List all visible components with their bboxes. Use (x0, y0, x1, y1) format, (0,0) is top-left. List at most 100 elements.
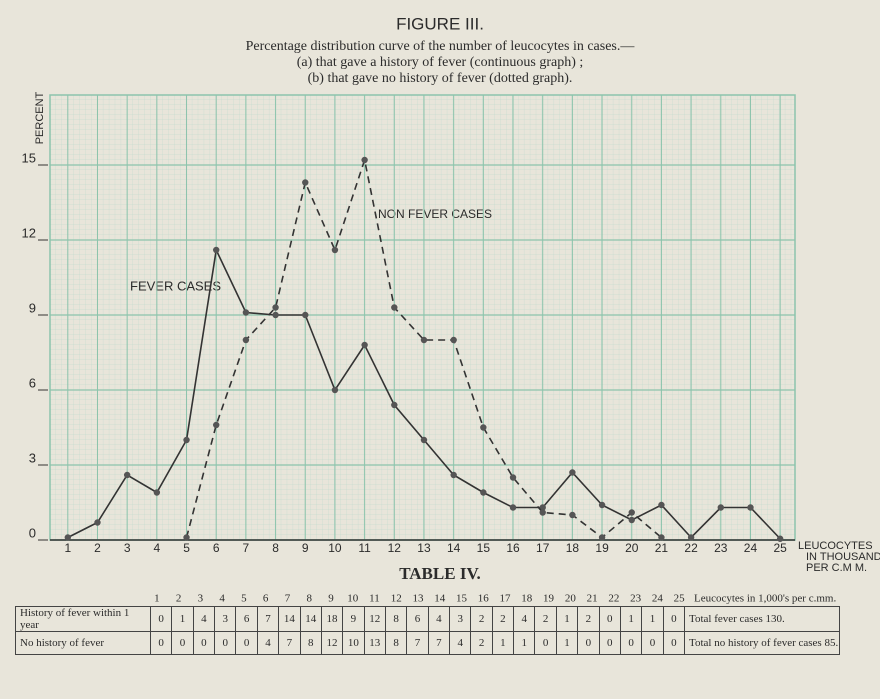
x-tick-label: 22 (684, 541, 698, 555)
data-point (302, 311, 309, 319)
table-caption: TABLE IV. (399, 564, 481, 583)
x-tick-label: 20 (625, 541, 639, 555)
data-point (361, 156, 368, 164)
cell: 4 (449, 631, 472, 655)
column-header: 13 (413, 593, 425, 605)
cell: 0 (662, 631, 686, 655)
cell: 1 (491, 631, 515, 655)
data-point (776, 535, 784, 542)
row-label: History of fever within 1 year (15, 606, 151, 632)
x-tick-label: 23 (714, 541, 728, 555)
data-point (480, 489, 487, 496)
data-point (450, 336, 457, 344)
data-point (64, 534, 72, 541)
y-tick-label: 6 (29, 375, 36, 390)
cell: 0 (619, 631, 643, 655)
data-point (509, 504, 517, 511)
x-tick-label: 25 (773, 541, 787, 555)
header-note: Leucocytes in 1,000's per c.mm. (694, 593, 836, 605)
x-tick-label: 16 (506, 541, 520, 555)
column-header: 9 (328, 593, 334, 605)
cell: 0 (534, 631, 557, 655)
x-tick-label: 1 (64, 541, 71, 555)
x-tick-label: 15 (477, 541, 491, 555)
data-point (242, 336, 250, 344)
cell: 18 (320, 606, 344, 632)
x-tick-label: 13 (417, 541, 431, 555)
cell: 7 (278, 631, 301, 655)
cell: 8 (384, 631, 408, 655)
x-tick-label: 11 (358, 541, 371, 555)
cell: 0 (149, 606, 173, 632)
data-point (420, 336, 428, 344)
cell: 7 (427, 631, 451, 655)
cell: 0 (149, 631, 173, 655)
data-point (361, 341, 368, 349)
subtitle: (a) that gave a history of fever (contin… (297, 55, 584, 70)
x-axis-label: LEUCOCYTES (798, 540, 873, 552)
y-tick-label: 3 (29, 450, 36, 465)
cell: 2 (577, 606, 600, 632)
column-header: 4 (219, 593, 225, 605)
cell: 0 (641, 631, 664, 655)
cell: 6 (406, 606, 429, 632)
data-point (598, 501, 606, 509)
x-tick-label: 5 (183, 541, 190, 555)
cell: 8 (384, 606, 408, 632)
x-tick-label: 7 (243, 541, 250, 555)
cell: 1 (555, 606, 579, 632)
column-header: 10 (347, 593, 359, 605)
x-tick-label: 12 (388, 541, 402, 555)
data-point (94, 519, 101, 526)
column-header: 16 (478, 593, 490, 605)
annotation: NON FEVER CASES (378, 207, 492, 221)
x-tick-label: 17 (536, 541, 550, 555)
data-point (391, 304, 398, 311)
data-point (302, 179, 309, 186)
data-point (747, 504, 754, 511)
cell: 3 (449, 606, 472, 632)
x-tick-label: 3 (124, 541, 131, 555)
cell: 1 (641, 606, 664, 632)
annotation: FEVER CASES (130, 278, 221, 293)
column-header: 11 (369, 593, 380, 605)
subtitle: Percentage distribution curve of the num… (246, 39, 636, 54)
cell: 7 (256, 606, 280, 632)
column-header: 18 (521, 593, 533, 605)
y-tick-label: 12 (22, 225, 36, 240)
data-point (480, 424, 487, 431)
data-point (391, 401, 398, 409)
column-header: 21 (587, 593, 598, 605)
cell: 0 (171, 631, 194, 655)
cell: 0 (598, 606, 621, 632)
data-point (213, 421, 220, 429)
data-point (539, 509, 546, 516)
table-row: History of fever within 1 year 0 1 4 3 6 7 14 14… (15, 606, 840, 632)
subtitle: (b) that gave no history of fever (dotte… (308, 71, 573, 86)
data-point (331, 246, 339, 254)
column-header: 1 (154, 593, 160, 605)
column-header: 7 (285, 593, 291, 605)
column-header: 14 (434, 593, 446, 605)
data-point (687, 534, 695, 541)
x-tick-label: 21 (655, 541, 669, 555)
column-header: 17 (500, 593, 512, 605)
cell: 0 (235, 631, 258, 655)
data-point (628, 516, 635, 524)
data-point (598, 534, 606, 541)
column-header: 23 (630, 593, 642, 605)
data-point (272, 304, 279, 311)
cell: 4 (256, 631, 280, 655)
column-header: 20 (565, 593, 577, 605)
cell: 9 (342, 606, 365, 632)
x-tick-label: 19 (595, 541, 609, 555)
data-point (717, 504, 724, 511)
data-point (658, 501, 665, 509)
data-point (153, 489, 161, 496)
cell: 12 (320, 631, 344, 655)
cell: 0 (577, 631, 600, 655)
series-line (185, 156, 662, 539)
column-header: 22 (608, 593, 619, 605)
cell: 14 (299, 606, 322, 632)
